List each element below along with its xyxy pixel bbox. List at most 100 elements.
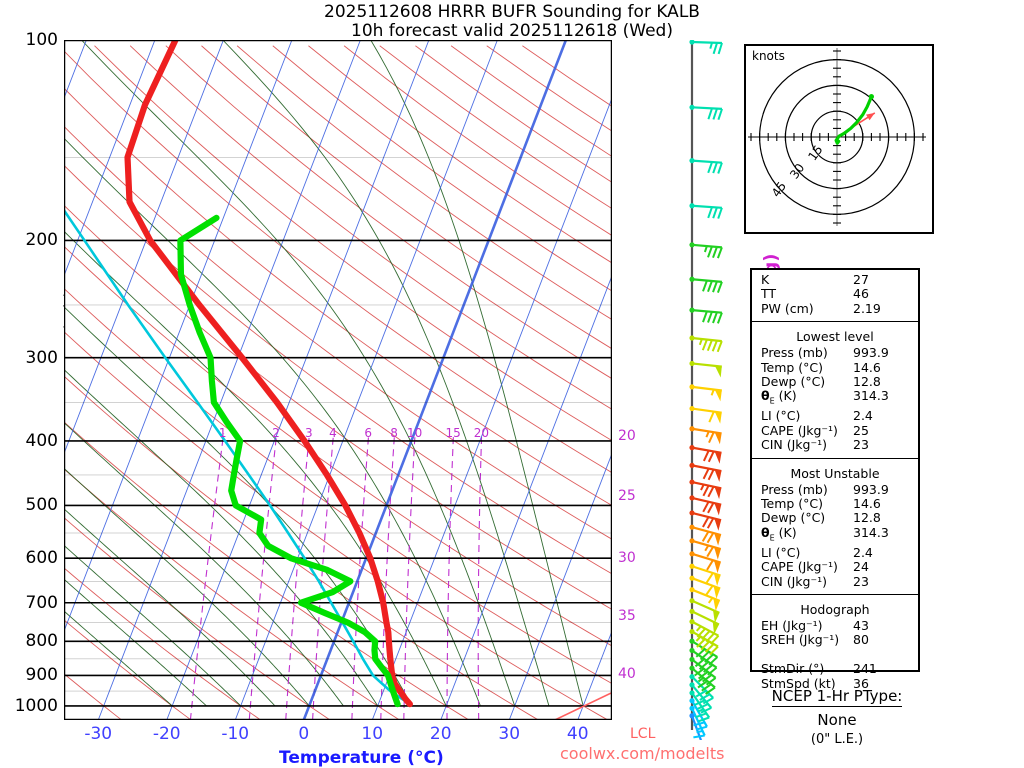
wind-barb [689,104,723,121]
stat-label: LI (°C) [761,544,801,560]
stat-value: 12.8 [853,510,881,526]
hodograph-axis-ticks [750,50,924,224]
stat-label: StmDir (°) [761,661,825,677]
stat-hodo-row: SREH (Jkg⁻¹) 80 [752,632,918,648]
stat-value: 2.4 [853,544,873,560]
wind-barb [689,656,717,686]
wind-barb [689,598,720,623]
stat-value: 12.8 [853,374,881,390]
hodograph-panel: knots 15 30 45 [744,44,934,234]
sounding-statistics-panel: K 27 TT 46 PW (cm) 2.19 Lowest level Press (m… [750,268,920,690]
wind-barb [689,524,722,546]
wind-barb [689,462,722,482]
mixing-ratio-label-4: 4 [329,425,337,440]
wind-barb [689,551,722,574]
stats-divider-2 [752,457,918,459]
stat-value: 993.9 [853,481,889,497]
wind-barb [689,563,721,586]
wind-barb [689,479,722,500]
stat-value: 25 [853,422,869,438]
temperature-tick-40: 40 [566,724,589,744]
stat-hodo-row: EH (Jkg⁻¹) 43 [752,617,918,633]
stat-label: CIN (Jkg⁻¹) [761,573,827,589]
stat-label: Press (mb) [761,345,828,361]
dewpoint-curve [177,214,401,708]
mixing-ratio-axis-label-35: 35 [618,608,636,624]
stat-label: EH (Jkg⁻¹) [761,617,823,633]
mixing-ratio-label-10: 10 [407,425,423,440]
most-unstable-header: Most Unstable [790,465,880,481]
wind-barb [689,538,722,560]
stats-group-most-unstable: Most Unstable Press (mb) 993.9 Temp (°C) 14… [752,461,918,592]
ptype-liquid-equivalent: (0" L.E.) [810,732,864,747]
stat-value: 36 [853,675,869,691]
stat-hodo-row: StmDir (°) 241 [752,661,918,677]
pressure-tick-1000: 1000 [14,695,58,716]
hodograph-wind-trace [834,94,874,145]
stat-value: 241 [853,661,877,677]
stat-label: θE (K) [761,524,797,543]
stat-lowest-row: θE (K) 314.3 [752,389,918,409]
mixing-ratio-axis-label-40: 40 [618,666,636,682]
mixing-ratio-axis-label-30: 30 [618,550,636,566]
wind-barb [689,587,721,612]
wind-barb [689,360,722,378]
stat-mu-row: Temp (°C) 14.6 [752,496,918,511]
stat-hodo-row [752,648,918,662]
temperature-tick--10: -10 [221,724,250,744]
stat-value: 314.3 [853,388,889,404]
mixing-ratio-label-8: 8 [390,425,398,440]
stat-lowest-row: Press (mb) 993.9 [752,345,918,361]
temperature-curve [124,40,413,708]
wind-barb [689,242,723,259]
wind-barb [689,335,723,353]
mixing-ratio-label-2: 2 [272,425,280,440]
mixing-ratio-label-6: 6 [364,425,372,440]
page-title-line2: 10h forecast valid 2025112618 (Wed) [351,21,673,41]
stat-label: LI (°C) [761,408,801,424]
hodograph-ring-label-15: 15 [805,143,825,164]
wind-barb [689,628,719,656]
isotherm-lines [64,40,612,720]
hodograph-ring-label-45: 45 [769,179,789,200]
stat-value: 46 [853,286,869,302]
mixing-ratio-axis-label-20: 20 [618,428,636,444]
stat-value: 23 [853,437,869,453]
stat-lowest-row: CIN (Jkg⁻¹) 23 [752,437,918,453]
stat-label: CIN (Jkg⁻¹) [761,437,827,453]
parcel-curve [64,207,412,706]
hodograph-units-label: knots [752,49,785,63]
wind-barb [689,674,714,705]
page-title-line1: 2025112608 HRRR BUFR Sounding for KALB [324,2,700,22]
stat-value: 43 [853,617,869,633]
pressure-tick-500: 500 [25,495,58,516]
wind-barb-column [689,40,723,740]
stat-mu-row: LI (°C) 2.4 [752,544,918,560]
wind-barb [689,384,722,402]
stat-mu-row: CIN (Jkg⁻¹) 23 [752,573,918,589]
stats-group-basic: K 27 TT 46 PW (cm) 2.19 [752,270,918,319]
stat-label: θE (K) [761,388,797,406]
skewt-diagram: Pressure (mb) 10020030040050060070080090… [15,30,782,768]
stats-divider-3 [752,593,918,595]
temperature-tick-20: 20 [429,724,452,744]
moist-adiabat-lines [64,40,584,707]
wind-barb [689,705,706,739]
wind-barb [689,608,720,635]
wind-barb [689,638,719,666]
wind-barb [689,405,722,424]
temperature-axis-label: Temperature (°C) [279,748,444,768]
stat-basic-row: PW (cm) 2.19 [752,301,918,316]
stat-label: CAPE (Jkg⁻¹) [761,422,838,438]
stat-value: 27 [853,272,869,287]
wind-barb [689,510,722,531]
stat-value: 314.3 [853,524,889,540]
wind-barb [689,40,723,55]
stat-mu-row: Press (mb) 993.9 [752,481,918,497]
mixing-ratio-label-3: 3 [304,425,313,440]
stat-label: SREH (Jkg⁻¹) [761,632,840,648]
stat-label: StmSpd (kt) [761,675,836,691]
wind-barb [689,665,716,695]
wind-barb [689,647,718,676]
